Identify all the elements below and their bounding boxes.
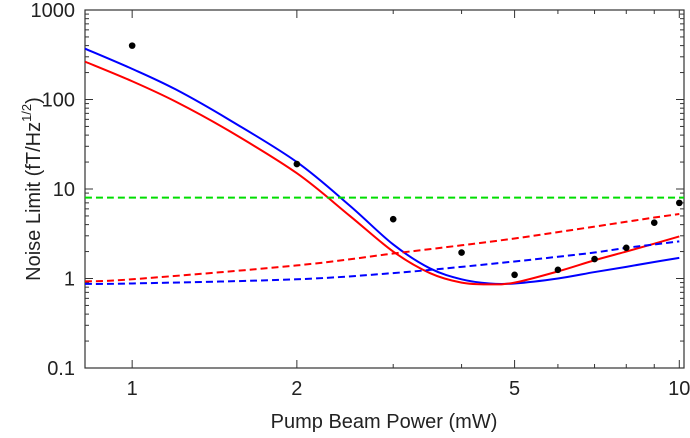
data-point — [650, 219, 658, 227]
y-tick-label: 0.1 — [47, 358, 75, 380]
y-axis-label-main: Noise Limit (fT/Hz — [23, 122, 45, 281]
data-point — [622, 244, 630, 252]
data-points — [128, 42, 683, 279]
series-line-2 — [84, 60, 680, 286]
data-point — [128, 42, 136, 49]
y-axis-label-exponent: 1/2 — [19, 104, 34, 122]
y-tick-label: 100 — [42, 90, 75, 112]
series-layer — [84, 47, 684, 286]
axis-ticks — [85, 9, 684, 369]
x-tick-label: 2 — [291, 378, 302, 400]
series-line-1 — [84, 47, 680, 286]
data-point — [458, 249, 465, 256]
data-point — [554, 266, 562, 274]
series-line-5 — [84, 240, 680, 285]
y-tick-label: 10 — [53, 179, 75, 201]
x-tick-labels: 1 2 5 10 — [127, 378, 690, 400]
plot-frame — [84, 9, 685, 369]
series-line-4 — [84, 213, 680, 283]
x-axis-label: Pump Beam Power (mW) — [271, 411, 498, 433]
x-tick-label: 5 — [509, 378, 520, 400]
data-point — [511, 271, 518, 279]
y-axis-label-close: ) — [23, 97, 45, 104]
data-point — [591, 255, 598, 263]
x-tick-label: 1 — [127, 378, 138, 400]
y-tick-label: 1 — [64, 269, 75, 291]
y-tick-label: 1000 — [31, 0, 76, 22]
data-point — [675, 199, 683, 207]
y-tick-labels: 0.1 1 10 100 1000 — [31, 0, 76, 380]
data-point — [293, 160, 301, 168]
data-point — [389, 215, 397, 223]
x-tick-label: 10 — [668, 378, 690, 400]
y-axis-label: Noise Limit (fT/Hz1/2) — [19, 97, 45, 281]
